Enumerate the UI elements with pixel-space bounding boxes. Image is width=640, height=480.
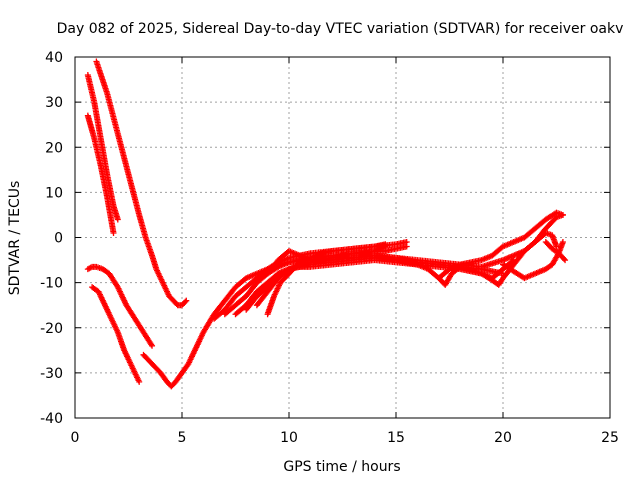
data-point-marker xyxy=(403,243,410,250)
y-axis-label: SDTVAR / TECUs xyxy=(7,181,23,296)
data-point-marker xyxy=(182,298,189,305)
x-tick-label: 25 xyxy=(601,430,619,446)
chart-title: Day 082 of 2025, Sidereal Day-to-day VTE… xyxy=(57,21,624,37)
y-tick-label: -20 xyxy=(40,321,63,337)
data-points xyxy=(84,58,569,390)
y-tick-label: 0 xyxy=(54,231,63,247)
data-point-marker xyxy=(114,216,121,223)
y-tick-label: -10 xyxy=(40,276,63,292)
series-track-05 xyxy=(89,284,143,385)
y-tick-label: -30 xyxy=(40,366,63,382)
series-track-02 xyxy=(84,112,117,236)
y-tick-label: -40 xyxy=(40,411,63,427)
series-track-04 xyxy=(84,263,156,349)
y-tick-label: 30 xyxy=(45,95,63,111)
x-tick-label: 10 xyxy=(280,430,298,446)
data-point-marker xyxy=(149,342,156,349)
data-point-marker xyxy=(560,255,567,262)
series-track-03 xyxy=(93,58,190,309)
data-point-marker xyxy=(382,241,389,248)
data-point-marker xyxy=(110,229,117,236)
series-track-17 xyxy=(286,243,410,273)
y-tick-label: 20 xyxy=(45,140,63,156)
x-axis-label: GPS time / hours xyxy=(283,459,400,475)
x-tick-label: 15 xyxy=(387,430,405,446)
axis-ticks: 0 5 10 15 20 25 -40 -30 -20 -10 0 10 20 30 40 xyxy=(40,50,619,446)
data-point-marker xyxy=(183,297,190,304)
data-point-marker xyxy=(559,239,566,246)
y-tick-label: 40 xyxy=(45,50,63,66)
x-tick-label: 5 xyxy=(178,430,187,446)
x-tick-label: 20 xyxy=(494,430,512,446)
data-point-marker xyxy=(562,257,569,264)
series-track-16 xyxy=(542,239,569,264)
data-point-marker xyxy=(559,211,566,218)
data-point-marker xyxy=(136,378,143,385)
y-tick-label: 10 xyxy=(45,185,63,201)
x-tick-label: 0 xyxy=(71,430,80,446)
series-track-14 xyxy=(435,209,566,282)
